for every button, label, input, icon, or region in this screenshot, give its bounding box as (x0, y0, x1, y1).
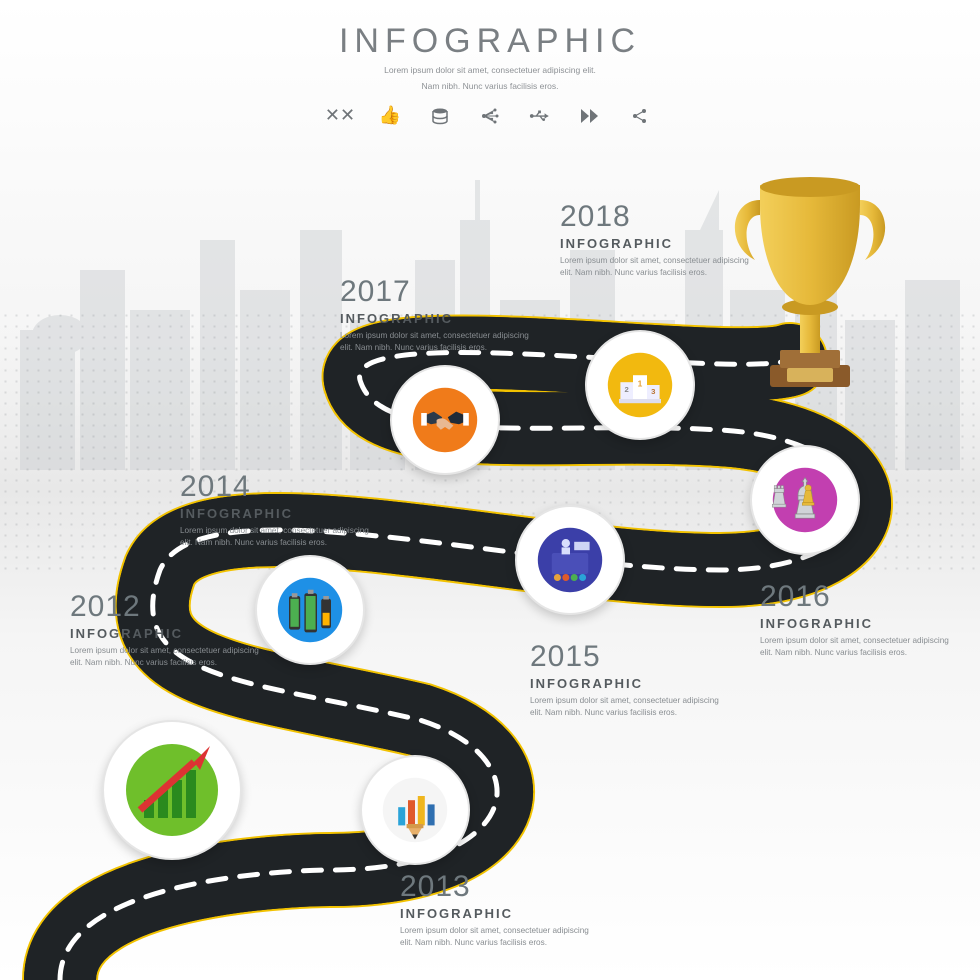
title-text: INFOGRAPHIC (530, 676, 730, 691)
m2016-node (750, 445, 860, 555)
title-text: INFOGRAPHIC (400, 906, 600, 921)
wrench-icon: ✕✕ (329, 105, 351, 127)
m2017-label: 2017 INFOGRAPHIC Lorem ipsum dolor sit a… (340, 275, 540, 354)
year-text: 2015 (530, 640, 730, 674)
svg-text:2: 2 (625, 385, 629, 394)
title-text: INFOGRAPHIC (760, 616, 960, 631)
arrow-chart-icon (115, 733, 229, 847)
trophy-icon (715, 165, 905, 400)
chess-icon (762, 457, 848, 543)
subtitle-1: Lorem ipsum dolor sit amet, consectetuer… (0, 65, 980, 77)
svg-text:1: 1 (638, 378, 643, 388)
podium-icon: 1 2 3 (597, 342, 683, 428)
fast-forward-icon (579, 105, 601, 127)
battery-icon (267, 567, 353, 653)
title-text: INFOGRAPHIC (340, 311, 540, 326)
m2016-label: 2016 INFOGRAPHIC Lorem ipsum dolor sit a… (760, 580, 960, 659)
m2017-node (390, 365, 500, 475)
m2013-node (360, 755, 470, 865)
pencil-chart-icon (372, 767, 458, 853)
title-text: INFOGRAPHIC (70, 626, 270, 641)
year-text: 2016 (760, 580, 960, 614)
m2013-label: 2013 INFOGRAPHIC Lorem ipsum dolor sit a… (400, 870, 600, 949)
header: INFOGRAPHIC Lorem ipsum dolor sit amet, … (0, 0, 980, 127)
subtitle-2: Nam nibh. Nunc varius facilisis eros. (0, 81, 980, 93)
year-text: 2014 (180, 470, 380, 504)
body-text: Lorem ipsum dolor sit amet, consectetuer… (760, 635, 960, 659)
title-text: INFOGRAPHIC (180, 506, 380, 521)
body-text: Lorem ipsum dolor sit amet, consectetuer… (70, 645, 270, 669)
body-text: Lorem ipsum dolor sit amet, consectetuer… (530, 695, 730, 719)
m2012-node (102, 720, 242, 860)
body-text: Lorem ipsum dolor sit amet, consectetuer… (180, 525, 380, 549)
m2014-label: 2014 INFOGRAPHIC Lorem ipsum dolor sit a… (180, 470, 380, 549)
year-text: 2017 (340, 275, 540, 309)
m2014-node (255, 555, 365, 665)
year-text: 2013 (400, 870, 600, 904)
presentation-icon (527, 517, 613, 603)
handshake-icon (402, 377, 488, 463)
usb-icon (529, 105, 551, 127)
m2012-label: 2012 INFOGRAPHIC Lorem ipsum dolor sit a… (70, 590, 270, 669)
m2015-node (515, 505, 625, 615)
year-text: 2012 (70, 590, 270, 624)
svg-text:3: 3 (651, 387, 655, 396)
body-text: Lorem ipsum dolor sit amet, consectetuer… (400, 925, 600, 949)
m2018-node: 1 2 3 (585, 330, 695, 440)
database-icon (429, 105, 451, 127)
network-icon (479, 105, 501, 127)
header-icon-row: ✕✕ 👍 (0, 105, 980, 127)
main-title: INFOGRAPHIC (0, 22, 980, 61)
share-icon (629, 105, 651, 127)
body-text: Lorem ipsum dolor sit amet, consectetuer… (340, 330, 540, 354)
thumbs-up-icon: 👍 (379, 105, 401, 127)
m2015-label: 2015 INFOGRAPHIC Lorem ipsum dolor sit a… (530, 640, 730, 719)
